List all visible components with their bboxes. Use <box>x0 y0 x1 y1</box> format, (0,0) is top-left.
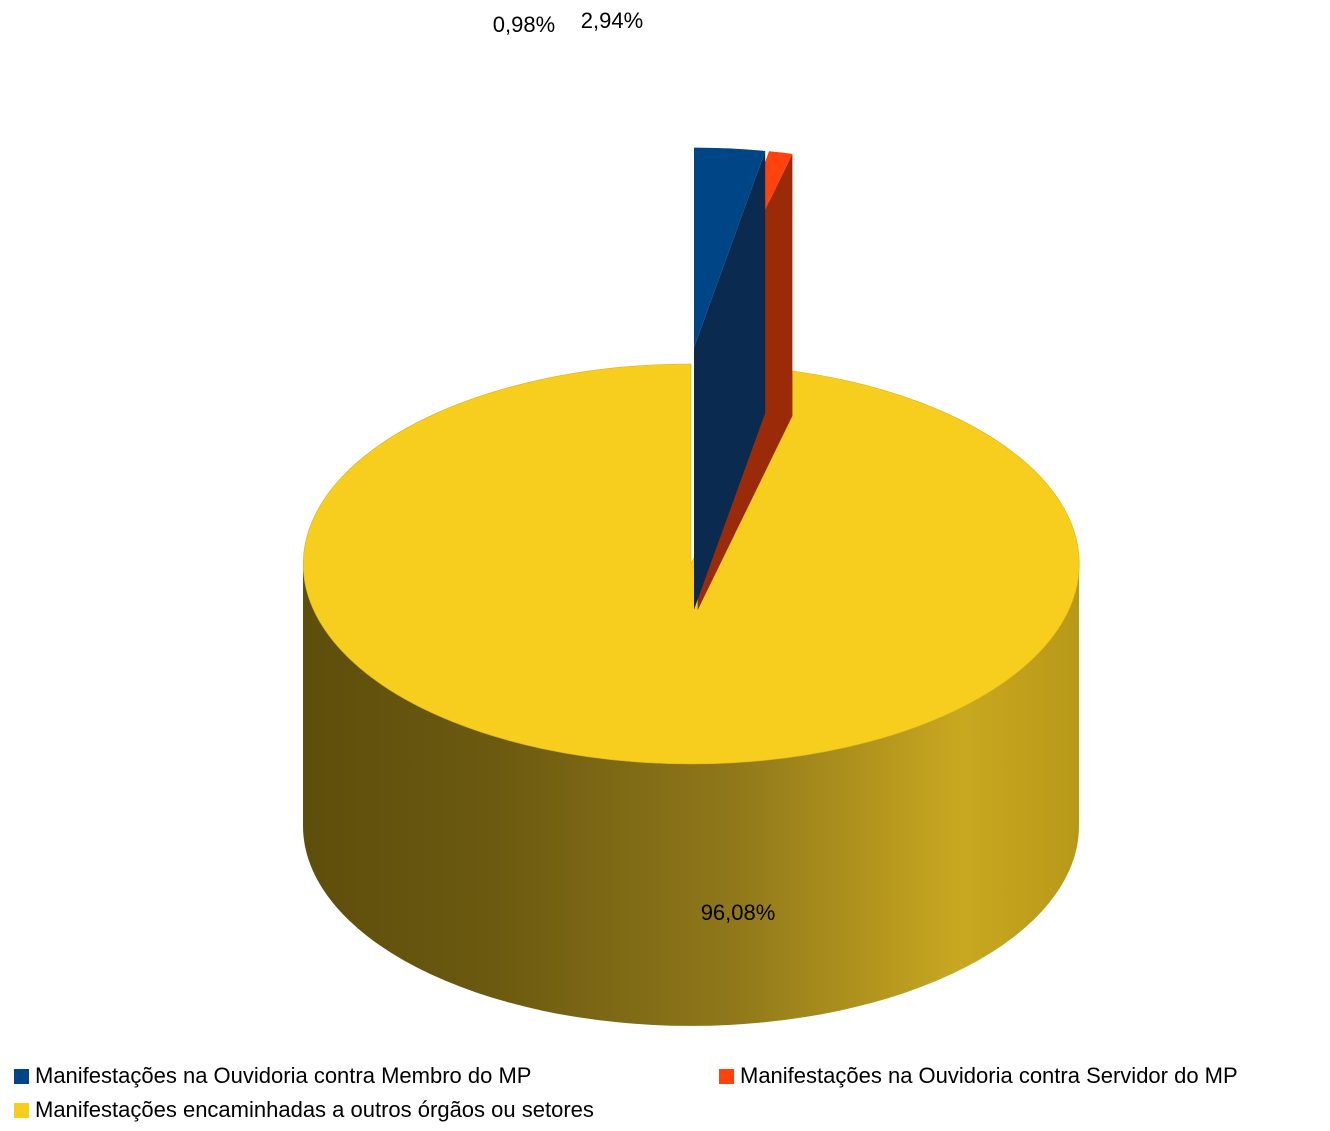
data-label-encaminhadas: 96,08% <box>701 900 776 925</box>
pie-slice-side-encaminhadas <box>303 564 1079 1026</box>
legend-swatch-membro <box>14 1068 29 1084</box>
pie-slice-wall-end-membro <box>694 151 766 610</box>
pie-plot-area: 2,94% 0,98% 96,08% <box>302 8 1080 1026</box>
pie-slices <box>302 147 1080 1026</box>
pie-slice-encaminhadas <box>302 363 1080 765</box>
legend-swatch-servidor <box>719 1068 734 1084</box>
legend-item-servidor: Manifestações na Ouvidoria contra Servid… <box>719 1060 1238 1092</box>
legend-swatch-encaminhadas <box>14 1102 29 1118</box>
legend-item-encaminhadas: Manifestações encaminhadas a outros órgã… <box>14 1094 594 1126</box>
data-label-servidor: 0,98% <box>493 12 555 37</box>
pie-data-labels: 2,94% 0,98% 96,08% <box>493 8 776 925</box>
legend-label-encaminhadas: Manifestações encaminhadas a outros órgã… <box>35 1097 594 1122</box>
legend-label-servidor: Manifestações na Ouvidoria contra Servid… <box>740 1063 1238 1088</box>
legend-item-membro: Manifestações na Ouvidoria contra Membro… <box>14 1060 531 1092</box>
pie-slice-membro <box>694 147 766 348</box>
data-label-membro: 2,94% <box>581 8 643 33</box>
legend-label-membro: Manifestações na Ouvidoria contra Membro… <box>35 1063 532 1088</box>
